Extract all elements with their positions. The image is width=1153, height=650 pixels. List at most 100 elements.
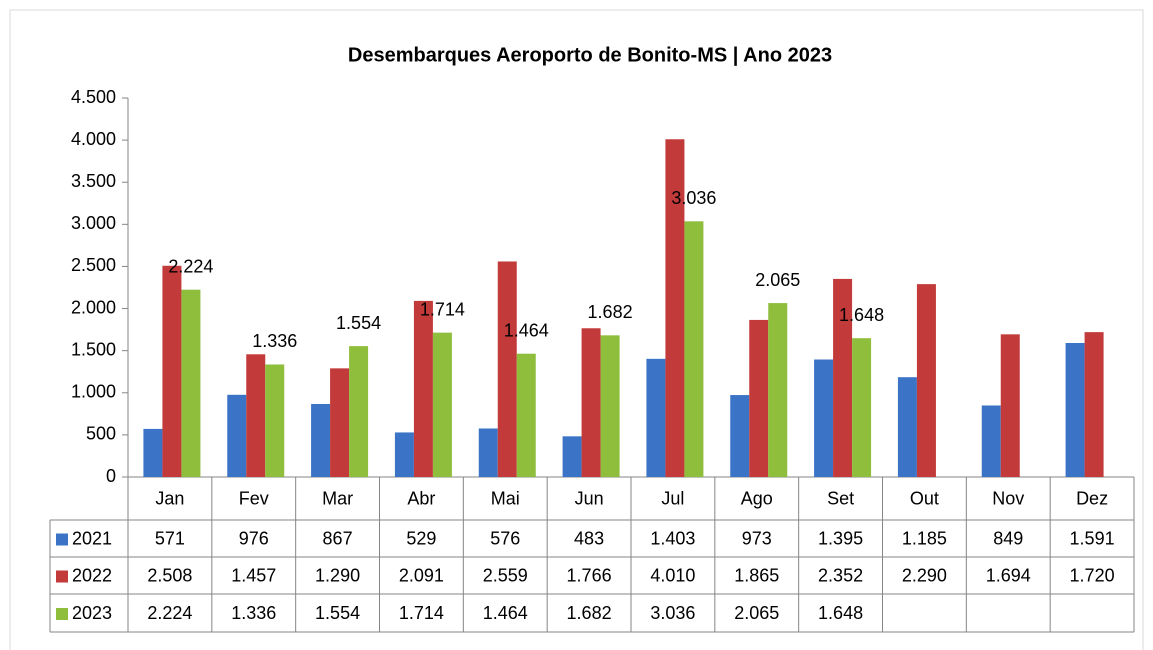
bar: [684, 221, 704, 477]
legend-swatch: [56, 608, 68, 620]
y-tick-label: 2.000: [71, 297, 116, 317]
x-tick-label: Set: [827, 488, 854, 508]
x-tick-label: Dez: [1076, 488, 1108, 508]
table-cell: 1.290: [315, 565, 360, 585]
bar: [516, 353, 536, 477]
y-tick-label: 4.000: [71, 129, 116, 149]
bar: [646, 358, 666, 477]
data-label: 3.036: [671, 188, 716, 208]
bar: [562, 436, 582, 477]
bar: [349, 346, 369, 477]
y-tick-label: 2.500: [71, 255, 116, 275]
chart-border: [9, 9, 1144, 650]
bar: [311, 403, 331, 477]
bar: [246, 354, 266, 477]
bar: [1065, 343, 1085, 477]
table-cell: 1.457: [231, 565, 276, 585]
bar: [413, 300, 433, 477]
x-tick-label: Jan: [155, 488, 184, 508]
table-cell: 867: [323, 528, 353, 548]
y-tick-label: 3.500: [71, 171, 116, 191]
x-tick-label: Mar: [322, 488, 353, 508]
data-label: 1.464: [504, 320, 549, 340]
bar: [478, 428, 498, 477]
table-cell: 1.682: [567, 603, 612, 623]
table-cell: 1.694: [986, 565, 1031, 585]
table-cell: 1.714: [399, 603, 444, 623]
table-cell: 1.336: [231, 603, 276, 623]
data-label: 1.554: [336, 313, 381, 333]
table-cell: 1.554: [315, 603, 360, 623]
x-tick-label: Jun: [575, 488, 604, 508]
x-tick-label: Out: [910, 488, 939, 508]
table-cell: 973: [742, 528, 772, 548]
bar: [394, 432, 414, 477]
bar: [749, 319, 769, 477]
bar: [730, 395, 750, 477]
table-cell: 1.591: [1070, 528, 1115, 548]
table-cell: 529: [406, 528, 436, 548]
table-cell: 2.508: [147, 565, 192, 585]
y-tick-label: 3.000: [71, 213, 116, 233]
table-cell: 976: [239, 528, 269, 548]
legend-label: 2023: [72, 603, 112, 623]
table-cell: 576: [490, 528, 520, 548]
chart-title: Desembarques Aeroporto de Bonito-MS | An…: [348, 44, 832, 66]
bar: [227, 394, 247, 477]
bar: [833, 278, 853, 477]
x-tick-label: Fev: [239, 488, 269, 508]
table-cell: 1.766: [567, 565, 612, 585]
bar: [852, 338, 872, 477]
data-label: 2.224: [168, 256, 213, 276]
table-cell: 849: [993, 528, 1023, 548]
bar: [162, 265, 182, 477]
table-cell: 1.395: [818, 528, 863, 548]
legend-label: 2021: [72, 528, 112, 548]
data-label: 2.065: [755, 270, 800, 290]
x-tick-label: Nov: [992, 488, 1024, 508]
table-cell: 1.464: [483, 603, 528, 623]
x-tick-label: Jul: [661, 488, 684, 508]
table-cell: 2.290: [902, 565, 947, 585]
legend-swatch: [56, 533, 68, 546]
table-cell: 571: [155, 528, 185, 548]
data-label: 1.714: [420, 299, 465, 319]
bar: [600, 335, 620, 477]
bar: [916, 284, 936, 477]
bar: [497, 261, 517, 477]
bar: [897, 377, 917, 477]
data-label: 1.682: [588, 302, 633, 322]
table-cell: 1.403: [650, 528, 695, 548]
table-cell: 1.865: [734, 565, 779, 585]
bar: [143, 428, 163, 477]
y-tick-label: 0: [106, 466, 116, 486]
legend-swatch: [56, 570, 68, 583]
bar: [265, 364, 285, 477]
bar: [330, 368, 350, 477]
x-tick-label: Abr: [407, 488, 435, 508]
y-tick-label: 1.500: [71, 339, 116, 359]
table-cell: 4.010: [650, 565, 695, 585]
table-cell: 3.036: [650, 603, 695, 623]
table-cell: 2.559: [483, 565, 528, 585]
bar: [432, 332, 452, 477]
table-cell: 1.720: [1070, 565, 1115, 585]
bar: [665, 139, 685, 477]
bar: [581, 328, 601, 477]
table-cell: 1.185: [902, 528, 947, 548]
x-tick-label: Mai: [491, 488, 520, 508]
y-tick-label: 4.500: [71, 87, 116, 107]
bar: [1000, 334, 1020, 477]
x-tick-label: Ago: [741, 488, 773, 508]
data-label: 1.336: [252, 331, 297, 351]
table-cell: 2.065: [734, 603, 779, 623]
y-tick-label: 500: [86, 424, 116, 444]
bar: [1084, 332, 1104, 477]
bar: [814, 359, 834, 477]
table-cell: 2.224: [147, 603, 192, 623]
table-cell: 2.352: [818, 565, 863, 585]
table-cell: 483: [574, 528, 604, 548]
table-cell: 2.091: [399, 565, 444, 585]
